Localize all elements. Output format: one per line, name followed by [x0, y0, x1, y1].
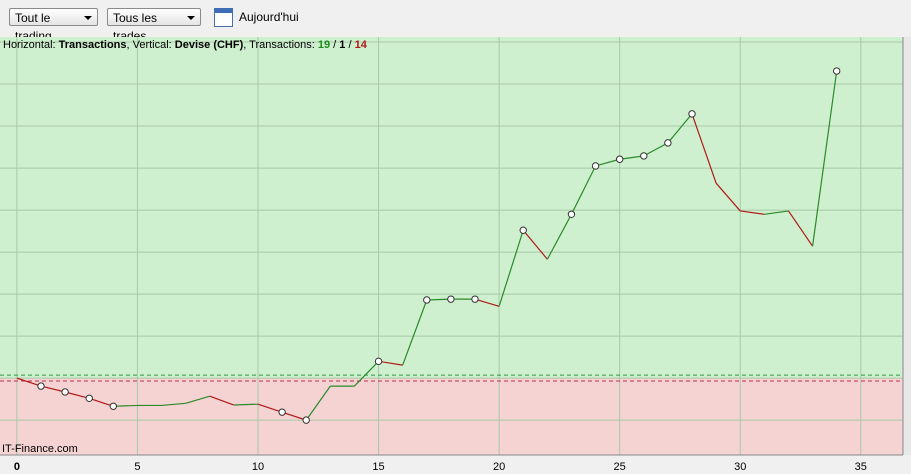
- right-strip: [903, 37, 911, 455]
- equity-segment: [426, 298, 451, 301]
- even: 1: [339, 39, 345, 51]
- equity-segment: [305, 385, 331, 421]
- equity-segment: [113, 404, 138, 407]
- trades-filter[interactable]: Tous les trades: [107, 8, 201, 43]
- trade-marker: [278, 408, 286, 416]
- equity-segment: [89, 397, 114, 407]
- chart-info: Horizontal: Transactions, Vertical: Devi…: [3, 39, 368, 51]
- equity-segment: [40, 385, 66, 393]
- equity-segment: [764, 210, 789, 215]
- watermark: IT-Finance.com: [2, 443, 78, 455]
- profit-zone: [0, 37, 903, 379]
- equity-segment: [209, 395, 235, 406]
- x-tick-label: 25: [614, 461, 626, 473]
- equity-segment: [667, 113, 693, 144]
- equity-segment: [619, 155, 644, 160]
- trade-marker: [374, 357, 383, 366]
- equity-segment: [787, 210, 814, 247]
- trade-marker: [664, 139, 672, 147]
- trade-marker: [640, 152, 648, 160]
- x-tick-label: 30: [734, 461, 746, 473]
- wins: 19: [318, 39, 330, 51]
- equity-segment: [474, 298, 500, 307]
- equity-segment: [185, 395, 210, 404]
- x-tick-label: 15: [372, 461, 384, 473]
- equity-segment: [643, 142, 669, 157]
- equity-segment: [354, 360, 379, 387]
- trade-marker: [37, 382, 45, 390]
- equity-segment: [740, 210, 765, 215]
- trading-filter[interactable]: Tout le trading: [9, 8, 98, 43]
- trade-marker: [302, 416, 310, 424]
- equity-segment: [16, 377, 42, 387]
- losses: 14: [355, 39, 368, 51]
- date-button[interactable]: Aujourd'hui: [239, 10, 299, 24]
- equity-segment: [715, 182, 741, 212]
- x-tick-label: 35: [855, 461, 867, 473]
- equity-segment: [378, 360, 403, 366]
- trade-marker: [85, 394, 93, 402]
- equity-segment: [498, 230, 524, 307]
- info-text: Transactions: [59, 39, 127, 51]
- info-text: /: [330, 39, 339, 51]
- x-tick-label: 10: [252, 461, 264, 473]
- trade-marker: [61, 388, 69, 396]
- trade-marker: [832, 67, 841, 75]
- trade-marker: [615, 155, 624, 163]
- equity-segment: [402, 299, 428, 366]
- equity-segment: [546, 213, 572, 260]
- trade-marker: [447, 295, 455, 303]
- trade-marker: [109, 402, 118, 410]
- equity-segment: [233, 403, 259, 406]
- x-tick-label: 0: [14, 461, 20, 473]
- x-tick-label: 5: [134, 461, 140, 473]
- equity-segment: [522, 229, 548, 260]
- equity-segment: [691, 113, 717, 184]
- trade-marker: [567, 210, 576, 218]
- equity-segment: [64, 391, 90, 399]
- loss-zone: [0, 378, 903, 455]
- info-text: , Vertical:: [127, 39, 175, 51]
- info-text: Devise (CHF): [175, 39, 244, 51]
- info-text: /: [345, 39, 354, 51]
- calendar-icon[interactable]: [214, 8, 233, 27]
- info-text: Horizontal:: [3, 39, 59, 51]
- trade-marker: [423, 296, 431, 304]
- equity-segment: [811, 70, 838, 247]
- trade-marker: [519, 226, 527, 234]
- x-tick-label: 20: [493, 461, 505, 473]
- trade-marker: [591, 162, 600, 170]
- trade-marker: [688, 110, 696, 118]
- equity-segment: [595, 158, 620, 167]
- equity-segment: [281, 411, 307, 421]
- equity-segment: [161, 402, 186, 407]
- trade-marker: [471, 295, 479, 303]
- equity-segment: [257, 403, 283, 413]
- info-text: , Transactions:: [243, 39, 318, 51]
- equity-segment: [570, 165, 597, 215]
- toolbar: Tout le trading Tous les trades Aujourd'…: [0, 0, 911, 43]
